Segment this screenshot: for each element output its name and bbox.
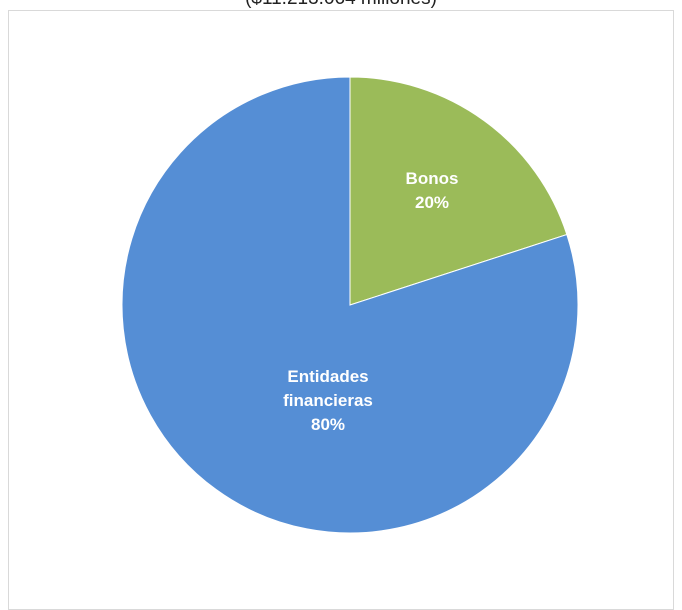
pie-slice-0 xyxy=(349,76,568,306)
chart-title: ($11.213.064 millones) xyxy=(0,0,682,10)
slice-name-label-1: Entidades xyxy=(287,367,368,386)
pie-slice-1 xyxy=(121,76,579,534)
slice-value-label-1: 80% xyxy=(311,415,345,434)
slice-name-label-1: financieras xyxy=(283,391,373,410)
slice-value-label-0: 20% xyxy=(415,193,449,212)
pie-chart: Bonos 20% Entidades financieras 80% xyxy=(121,76,579,534)
slice-name-label-0: Bonos xyxy=(406,169,459,188)
